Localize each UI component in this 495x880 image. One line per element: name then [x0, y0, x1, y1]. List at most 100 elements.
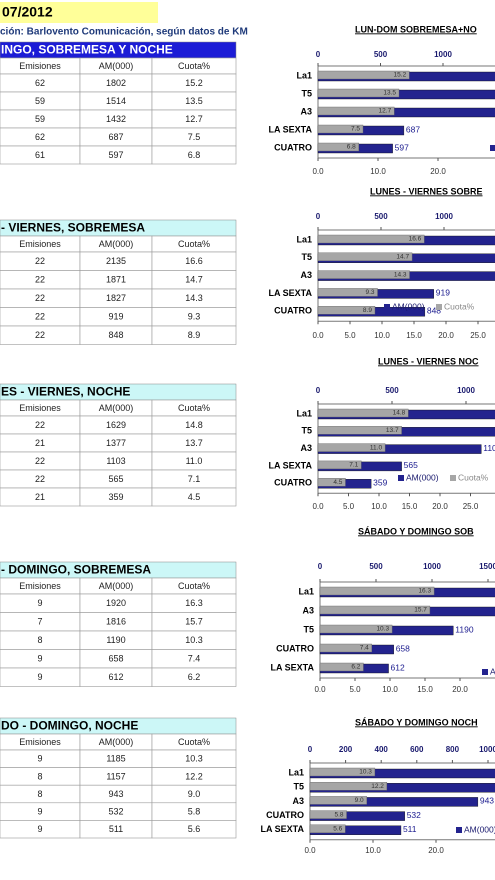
table-value: 1185	[106, 754, 125, 764]
cuota-label: 13.5	[383, 90, 396, 97]
cuota-bar	[317, 234, 425, 244]
bottom-tick-label: 5.0	[349, 685, 361, 694]
table-value: 6.8	[188, 150, 201, 160]
top-tick-label: 0	[308, 745, 313, 754]
table-value: 9	[37, 654, 42, 664]
cuota-bar	[309, 767, 376, 777]
table-value: 22	[35, 293, 45, 303]
bottom-tick-label: 0.0	[312, 331, 324, 340]
table-value: 13.7	[185, 438, 203, 448]
table-value: 22	[35, 330, 45, 340]
bottom-tick-label: 0.0	[312, 167, 324, 176]
cuota-label: 14.3	[394, 271, 407, 278]
category-label: T5	[301, 252, 312, 262]
table-value: 1190	[106, 635, 125, 645]
am-label: 687	[406, 124, 420, 134]
cuota-bar	[319, 605, 431, 615]
bottom-tick-label: 15.0	[417, 685, 433, 694]
cuota-bar	[319, 586, 435, 596]
table-value: 61	[35, 150, 45, 160]
table-value: 1816	[106, 617, 126, 627]
table-value: 10.3	[185, 754, 203, 764]
top-tick-label: 0	[318, 562, 323, 571]
category-label: A3	[302, 605, 314, 615]
column-header: AM(000)	[99, 737, 134, 747]
cuota-label: 15.7	[414, 607, 427, 614]
table-value: 359	[108, 492, 123, 502]
cuota-label: 10.3	[359, 769, 372, 776]
cuota-label: 15.2	[394, 72, 407, 79]
table-value: 7.5	[188, 132, 201, 142]
legend-swatch	[436, 304, 442, 310]
bottom-tick-label: 20.0	[438, 331, 454, 340]
table-cell	[151, 325, 237, 345]
table-value: 8	[37, 771, 42, 781]
cuota-label: 10.3	[376, 626, 389, 633]
category-label: LA SEXTA	[270, 662, 314, 672]
cuota-bar	[317, 478, 346, 487]
table-value: 848	[108, 330, 123, 340]
bottom-tick-label: 15.0	[402, 502, 418, 511]
table-title: - DOMINGO, SOBREMESA	[1, 563, 151, 577]
top-tick-label: 1000	[479, 745, 495, 754]
table-value: 21	[35, 438, 45, 448]
category-label: T5	[301, 88, 312, 98]
table-value: 14.3	[185, 293, 203, 303]
cuota-label: 4.5	[333, 479, 342, 486]
bottom-tick-label: 25.0	[463, 502, 479, 511]
table-value: 8.9	[188, 330, 201, 340]
table-value: 59	[35, 96, 45, 106]
category-label: CUATRO	[274, 142, 312, 152]
table-value: 6.2	[188, 672, 201, 682]
category-label: T5	[301, 426, 312, 436]
table: - DOMINGO, SOBREMESA Emisiones AM(000) Cuot…	[0, 561, 237, 687]
table-value: 1157	[106, 771, 125, 781]
cuota-bar	[317, 88, 400, 98]
am-label: 511	[403, 824, 417, 834]
am-label: 848	[427, 305, 441, 315]
table: DO - DOMINGO, NOCHE Emisiones AM(000) Cuota…	[0, 717, 237, 839]
cuota-label: 12.7	[379, 108, 392, 115]
bottom-tick-label: 10.0	[374, 331, 390, 340]
category-label: LA SEXTA	[268, 124, 312, 134]
category-label: LA SEXTA	[268, 460, 312, 470]
top-tick-label: 1000	[457, 386, 475, 395]
table-value: 1432	[106, 114, 126, 124]
table-value: 62	[35, 132, 45, 142]
table-value: 511	[109, 824, 123, 834]
bottom-tick-label: 25.0	[470, 331, 486, 340]
table-value: 12.7	[185, 114, 203, 124]
category-label: La1	[298, 586, 314, 596]
cuota-label: 7.5	[351, 126, 360, 133]
table-cell	[151, 667, 237, 687]
table-value: 919	[108, 312, 123, 322]
cuota-bar	[317, 306, 376, 315]
column-header: Emisiones	[19, 239, 61, 249]
column-header: Cuota%	[178, 737, 210, 747]
cuota-label: 12.2	[371, 783, 384, 790]
top-tick-label: 800	[446, 745, 460, 754]
category-label: A3	[300, 106, 312, 116]
cuota-bar	[309, 810, 347, 819]
am-label: 919	[436, 288, 450, 298]
table-title: ES - VIERNES, NOCHE	[1, 385, 130, 399]
cuota-bar	[317, 70, 410, 80]
cuota-label: 9.3	[365, 289, 374, 296]
category-label: A3	[300, 270, 312, 280]
table: ES - VIERNES, NOCHE Emisiones AM(000) Cuota…	[0, 383, 237, 507]
legend-swatch	[490, 145, 495, 151]
cuota-label: 5.6	[333, 826, 342, 833]
legend-label: Cuota%	[444, 301, 475, 311]
chart: SÁBADO Y DOMINGO NOCH 0 200 400 600 800 1000 0.…	[260, 717, 495, 855]
table-value: 8	[37, 635, 42, 645]
chart-title: SÁBADO Y DOMINGO SOB	[358, 526, 474, 536]
table-value: 1802	[106, 78, 126, 88]
table-value: 9.3	[188, 312, 201, 322]
top-tick-label: 500	[374, 50, 388, 59]
legend-label: AM(000)	[392, 301, 425, 311]
table-value: 7.1	[188, 474, 201, 484]
cuota-bar	[317, 408, 409, 418]
table-value: 16.6	[185, 256, 203, 266]
bottom-tick-label: 0.0	[312, 502, 324, 511]
